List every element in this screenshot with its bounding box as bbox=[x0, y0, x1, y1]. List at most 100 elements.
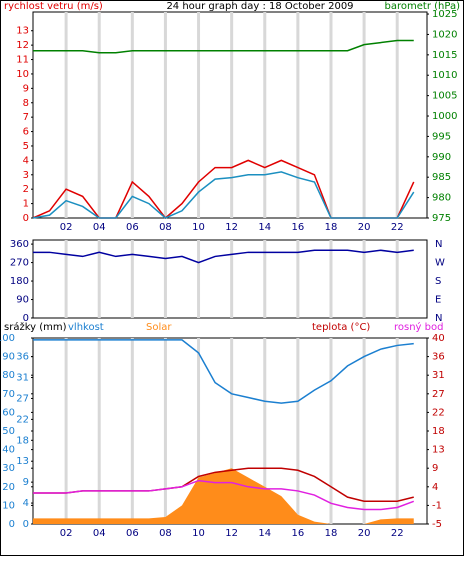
legend: srážky (mm) bbox=[4, 321, 67, 333]
tick-label: 1 bbox=[23, 199, 29, 210]
tick-label: 0 bbox=[23, 519, 29, 530]
tick-label: 40 bbox=[432, 333, 445, 344]
tick-label: 20 bbox=[2, 482, 15, 493]
tick-label: 180 bbox=[10, 276, 29, 287]
tick-label: 990 bbox=[432, 152, 451, 163]
tick-label: 22 bbox=[16, 414, 29, 425]
line bbox=[32, 171, 415, 219]
x-tick-label: 14 bbox=[258, 222, 271, 233]
tick-label: 100 bbox=[0, 333, 15, 344]
tick-label: -5 bbox=[432, 519, 442, 530]
tick-label: 1005 bbox=[432, 91, 457, 102]
tick-label: 11 bbox=[16, 55, 29, 66]
tick-label: -1 bbox=[432, 500, 442, 511]
tick-label: 975 bbox=[432, 213, 451, 224]
tick-label: 60 bbox=[2, 407, 15, 418]
x-tick-label: 04 bbox=[93, 222, 106, 233]
line bbox=[33, 39, 414, 54]
y2-tick-label: S bbox=[435, 276, 441, 287]
tick-label: 6 bbox=[23, 127, 29, 138]
tick-label: 5 bbox=[23, 141, 29, 152]
tick-label: 40 bbox=[2, 445, 15, 456]
tick-label: 1025 bbox=[432, 9, 457, 20]
legend: rosný bod bbox=[394, 321, 443, 333]
tick-label: 70 bbox=[2, 389, 15, 400]
x-tick-label: 22 bbox=[391, 222, 404, 233]
x-tick-label: 18 bbox=[325, 222, 338, 233]
y2-tick-label: W bbox=[435, 258, 445, 269]
x-tick-label: 16 bbox=[292, 528, 305, 539]
tick-label: 27 bbox=[432, 389, 445, 400]
x-tick-label: 20 bbox=[358, 222, 371, 233]
tick-label: 36 bbox=[16, 352, 29, 363]
tick-label: 50 bbox=[2, 426, 15, 437]
tick-label: 9 bbox=[432, 463, 438, 474]
line bbox=[33, 249, 414, 264]
tick-label: 980 bbox=[432, 193, 451, 204]
plot-area bbox=[32, 11, 428, 219]
tick-label: 1020 bbox=[432, 29, 457, 40]
x-tick-label: 14 bbox=[258, 528, 271, 539]
line bbox=[33, 339, 414, 404]
tick-label: 36 bbox=[432, 352, 445, 363]
y2-tick-label: N bbox=[435, 239, 442, 250]
tick-label: 30 bbox=[2, 463, 15, 474]
tick-label: 4 bbox=[432, 482, 438, 493]
tick-label: 80 bbox=[2, 370, 15, 381]
line bbox=[33, 479, 415, 511]
x-tick-label: 08 bbox=[159, 528, 172, 539]
tick-label: 18 bbox=[16, 435, 29, 446]
x-tick-label: 22 bbox=[391, 528, 404, 539]
tick-label: 270 bbox=[10, 258, 29, 269]
tick-label: 1010 bbox=[432, 70, 457, 81]
tick-label: 4 bbox=[23, 155, 29, 166]
x-tick-label: 02 bbox=[60, 528, 73, 539]
tick-label: 0 bbox=[23, 213, 29, 224]
tick-label: 4 bbox=[23, 498, 29, 509]
tick-label: 13 bbox=[16, 26, 29, 37]
y2-axis-label: barometr (hPa) bbox=[385, 1, 461, 12]
tick-label: 0 bbox=[23, 313, 29, 324]
x-tick-label: 02 bbox=[60, 222, 73, 233]
x-tick-label: 04 bbox=[93, 528, 106, 539]
y-axis-label: rychlost vetru (m/s) bbox=[4, 1, 103, 12]
legend: Solar bbox=[146, 322, 172, 333]
tick-label: 360 bbox=[10, 239, 29, 250]
tick-label: 90 bbox=[2, 352, 15, 363]
tick-label: 9 bbox=[23, 83, 29, 94]
x-tick-label: 08 bbox=[159, 222, 172, 233]
x-tick-label: 20 bbox=[358, 528, 371, 539]
x-tick-label: 12 bbox=[225, 222, 238, 233]
legend: teplota (°C) bbox=[312, 322, 370, 333]
tick-label: 985 bbox=[432, 172, 451, 183]
tick-label: 31 bbox=[432, 370, 445, 381]
tick-label: 2 bbox=[23, 184, 29, 195]
tick-label: 1015 bbox=[432, 50, 457, 61]
tick-label: 995 bbox=[432, 131, 451, 142]
tick-label: 22 bbox=[432, 407, 445, 418]
x-tick-label: 18 bbox=[325, 528, 338, 539]
tick-label: 9 bbox=[23, 477, 29, 488]
y2-tick-label: N bbox=[435, 313, 442, 324]
tick-label: 12 bbox=[16, 40, 29, 51]
tick-label: 7 bbox=[23, 112, 29, 123]
chart-title: 24 hour graph day : 18 October 2009 bbox=[166, 1, 353, 12]
tick-label: 3 bbox=[23, 170, 29, 181]
y2-tick-label: E bbox=[435, 295, 441, 306]
tick-label: 0 bbox=[9, 519, 15, 530]
tick-label: 90 bbox=[16, 295, 29, 306]
tick-label: 13 bbox=[16, 456, 29, 467]
tick-label: 18 bbox=[432, 426, 445, 437]
x-tick-label: 10 bbox=[192, 528, 205, 539]
tick-label: 10 bbox=[2, 500, 15, 511]
tick-label: 13 bbox=[432, 445, 445, 456]
tick-label: 27 bbox=[16, 393, 29, 404]
x-tick-label: 06 bbox=[126, 222, 139, 233]
x-tick-label: 12 bbox=[225, 528, 238, 539]
tick-label: 8 bbox=[23, 98, 29, 109]
legend: vlhkost bbox=[68, 322, 104, 333]
x-tick-label: 16 bbox=[292, 222, 305, 233]
tick-label: 31 bbox=[16, 373, 29, 384]
tick-label: 1000 bbox=[432, 111, 457, 122]
